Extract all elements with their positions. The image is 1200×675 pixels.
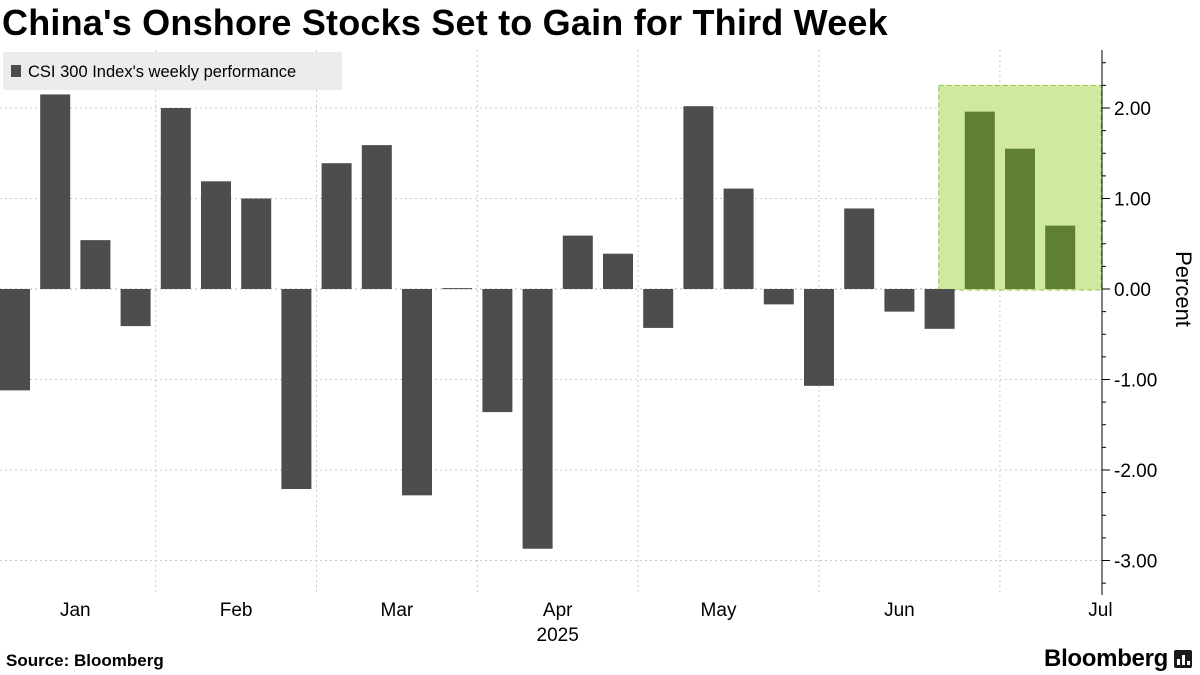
x-year-label: 2025 xyxy=(537,625,579,646)
chart-title: China's Onshore Stocks Set to Gain for T… xyxy=(2,2,888,43)
y-tick-label: -2.00 xyxy=(1114,461,1157,482)
y-tick-label: 0.00 xyxy=(1114,280,1151,301)
x-tick-label: Feb xyxy=(220,600,253,621)
bar xyxy=(683,106,714,289)
bar xyxy=(40,94,71,289)
y-axis-label: Percent xyxy=(1171,251,1196,327)
y-tick-label: -3.00 xyxy=(1114,552,1157,573)
legend: CSI 300 Index's weekly performance xyxy=(3,52,342,90)
bar xyxy=(241,198,272,289)
bar xyxy=(1045,225,1076,289)
brand-logo: Bloomberg xyxy=(1044,645,1192,673)
bar xyxy=(723,188,754,289)
x-tick-label: Mar xyxy=(381,600,414,621)
bar xyxy=(0,289,30,391)
bar xyxy=(321,163,352,289)
bar xyxy=(603,253,633,289)
source-note: Source: Bloomberg xyxy=(6,651,164,670)
bar xyxy=(482,289,513,413)
bar xyxy=(924,289,955,329)
bar xyxy=(442,288,473,290)
bar xyxy=(643,289,674,328)
y-tick-label: -1.00 xyxy=(1114,371,1157,392)
y-tick-label: 1.00 xyxy=(1114,190,1151,211)
x-tick-label: Jun xyxy=(884,600,915,621)
bar xyxy=(522,289,553,549)
legend-label: CSI 300 Index's weekly performance xyxy=(28,63,296,81)
bar xyxy=(562,235,593,289)
bar-series xyxy=(0,94,1076,549)
bar xyxy=(804,289,834,386)
x-tick-label: Apr xyxy=(543,600,573,621)
bar xyxy=(884,289,915,312)
bar xyxy=(281,289,312,490)
bar xyxy=(80,240,111,289)
bar xyxy=(120,289,151,327)
x-tick-label: Jul xyxy=(1088,600,1112,621)
x-axis: Jan Feb Mar Apr May Jun Jul 2025 xyxy=(60,600,1113,646)
bar xyxy=(763,289,794,305)
bar xyxy=(361,145,392,289)
y-axis: -3.00 -2.00 -1.00 0.00 1.00 2.00 xyxy=(1101,50,1157,595)
brand-name: Bloomberg xyxy=(1044,645,1168,672)
bloomberg-chart-icon xyxy=(1174,650,1192,668)
bar xyxy=(1005,148,1035,289)
y-tick-label: 2.00 xyxy=(1114,99,1151,120)
bar xyxy=(964,111,995,290)
bar xyxy=(201,181,231,289)
x-tick-label: May xyxy=(701,600,737,621)
bar xyxy=(844,208,875,289)
x-tick-label: Jan xyxy=(60,600,91,621)
bar xyxy=(402,289,432,496)
bar xyxy=(160,108,191,289)
